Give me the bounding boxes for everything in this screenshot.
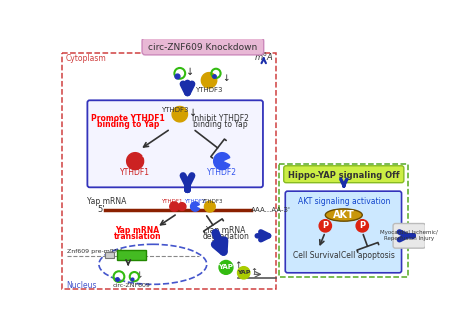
- Circle shape: [319, 220, 331, 232]
- Wedge shape: [191, 202, 200, 211]
- Text: Nucleus: Nucleus: [66, 281, 96, 291]
- Text: circ-ZNF609: circ-ZNF609: [113, 283, 151, 288]
- FancyBboxPatch shape: [87, 100, 263, 187]
- Text: P: P: [322, 221, 328, 230]
- Text: ↑: ↑: [168, 200, 175, 209]
- Text: Hippo-YAP signaling Off: Hippo-YAP signaling Off: [288, 170, 400, 180]
- FancyBboxPatch shape: [393, 223, 425, 248]
- Text: YTHDF2: YTHDF2: [207, 168, 237, 177]
- Text: AAA...AA-3': AAA...AA-3': [251, 207, 291, 213]
- Text: 5'-: 5'-: [97, 205, 108, 214]
- Text: circ-ZNF609 Knockdown: circ-ZNF609 Knockdown: [148, 43, 257, 52]
- Text: Inhibit YTHDF2: Inhibit YTHDF2: [192, 114, 249, 123]
- Text: ↑: ↑: [251, 267, 258, 276]
- Text: translation: translation: [114, 232, 161, 241]
- Text: YTHDF1: YTHDF1: [120, 168, 150, 177]
- Text: ↓: ↓: [189, 108, 197, 118]
- Text: binding to Yap: binding to Yap: [193, 120, 248, 129]
- Text: AKT signaling activation: AKT signaling activation: [298, 197, 390, 207]
- Text: ↓: ↓: [191, 200, 199, 209]
- Text: YAP: YAP: [219, 265, 233, 270]
- Text: AKT: AKT: [333, 210, 355, 220]
- Circle shape: [219, 261, 233, 274]
- Wedge shape: [170, 202, 179, 211]
- Text: YTHDF3: YTHDF3: [201, 199, 222, 204]
- Text: Cell apoptosis: Cell apoptosis: [341, 251, 395, 260]
- Text: YTHDF1: YTHDF1: [161, 199, 183, 204]
- Text: YTHDF3: YTHDF3: [195, 87, 223, 92]
- Text: binding to Yap: binding to Yap: [97, 120, 159, 129]
- Bar: [105, 252, 114, 258]
- Wedge shape: [127, 153, 144, 170]
- Text: ↑: ↑: [234, 261, 241, 269]
- Bar: [117, 250, 146, 260]
- Text: Yap mRNA: Yap mRNA: [206, 226, 246, 235]
- Text: Promote YTHDF1: Promote YTHDF1: [91, 114, 165, 123]
- Text: Cytoplasm: Cytoplasm: [66, 54, 107, 63]
- Wedge shape: [204, 201, 215, 212]
- Text: m$^6$A: m$^6$A: [254, 51, 273, 63]
- Wedge shape: [201, 73, 217, 88]
- Wedge shape: [178, 203, 186, 211]
- Wedge shape: [214, 153, 230, 170]
- Text: ↓: ↓: [222, 74, 229, 83]
- Text: ↓: ↓: [186, 67, 194, 77]
- Text: degradation: degradation: [202, 232, 249, 241]
- Text: Myocardial Ischemic/: Myocardial Ischemic/: [380, 230, 438, 235]
- Circle shape: [237, 266, 250, 279]
- Text: YTHDF2: YTHDF2: [184, 199, 206, 204]
- Circle shape: [356, 220, 368, 232]
- Text: Znf609 pre-mRNA: Znf609 pre-mRNA: [66, 249, 123, 255]
- Text: Yap mRNA: Yap mRNA: [87, 197, 127, 206]
- Text: P: P: [359, 221, 365, 230]
- Text: Yap mRNA: Yap mRNA: [115, 226, 159, 235]
- Text: Cell Survival: Cell Survival: [293, 251, 341, 260]
- Ellipse shape: [325, 209, 362, 221]
- Text: Reperfusion Injury: Reperfusion Injury: [384, 237, 434, 241]
- Text: ↓: ↓: [135, 270, 143, 280]
- FancyBboxPatch shape: [142, 38, 264, 55]
- Text: YAP: YAP: [237, 270, 250, 275]
- Text: YTHDF3: YTHDF3: [161, 107, 188, 113]
- Wedge shape: [172, 107, 188, 122]
- FancyBboxPatch shape: [285, 191, 401, 273]
- FancyBboxPatch shape: [284, 166, 404, 183]
